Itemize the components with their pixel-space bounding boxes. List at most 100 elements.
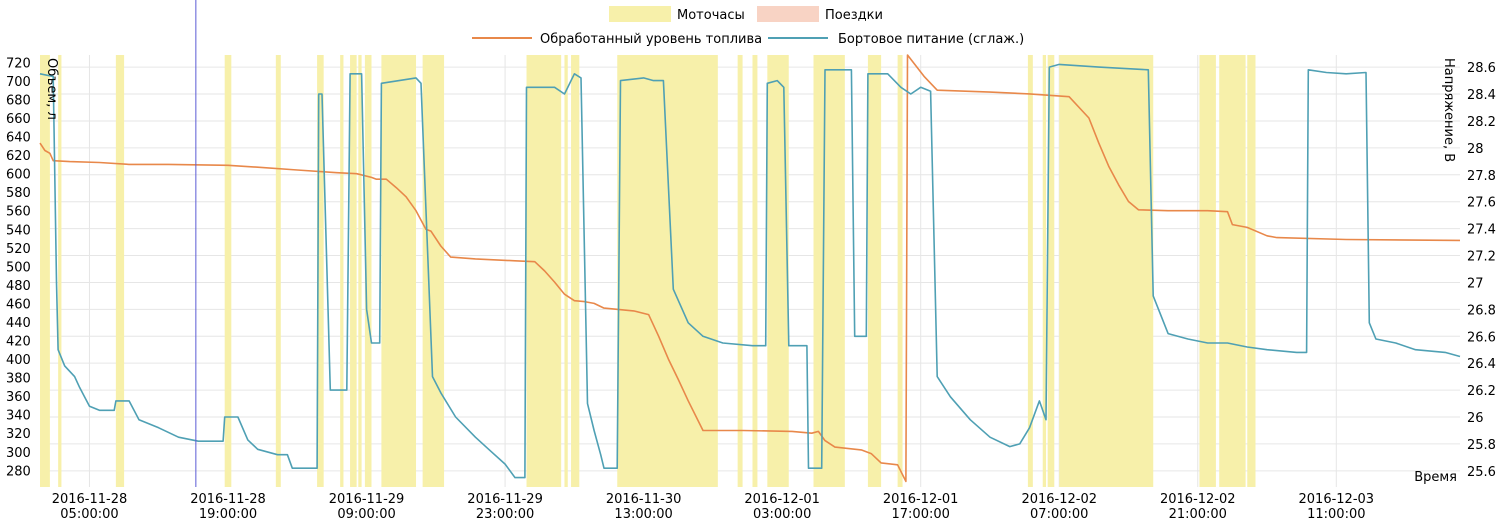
y-right-tick-label: 26.6 <box>1467 330 1496 345</box>
engine-hours-band <box>617 55 718 487</box>
engine-hours-band <box>358 55 362 487</box>
x-tick-date: 2016-11-29 <box>467 492 543 507</box>
engine-hours-band <box>275 55 281 487</box>
legend-swatch <box>609 6 671 22</box>
y-left-tick-label: 380 <box>6 372 31 387</box>
y-right-tick-label: 27.8 <box>1467 169 1496 184</box>
series-line-fuel-level <box>39 54 1461 483</box>
engine-hours-band <box>317 55 324 487</box>
y-left-tick-label: 640 <box>6 131 31 146</box>
x-tick-date: 2016-12-02 <box>1021 492 1097 507</box>
y-left-tick-label: 560 <box>6 205 31 220</box>
engine-hours-band <box>58 55 62 487</box>
engine-hours-band <box>1027 55 1033 487</box>
y-left-tick-label: 680 <box>6 93 31 108</box>
legend-label: Моточасы <box>677 8 745 23</box>
legend-item[interactable]: Поездки <box>757 6 883 23</box>
engine-hours-band <box>115 55 125 487</box>
y-left-tick-label: 520 <box>6 242 31 257</box>
y-left-tick-label: 460 <box>6 297 31 312</box>
y-right-tick-label: 27.6 <box>1467 196 1496 211</box>
x-tick-time: 07:00:00 <box>1030 507 1088 522</box>
x-tick-time: 11:00:00 <box>1307 507 1365 522</box>
axes: 25.6 25.8 26 26.2 26.4 26.6 26.8 27 27.2 27.4 27.6… <box>6 56 1496 522</box>
y-left-tick-label: 360 <box>6 390 31 405</box>
x-tick-date: 2016-12-01 <box>883 492 959 507</box>
engine-hours-band <box>422 55 445 487</box>
y-right-tick-label: 28.6 <box>1467 61 1496 76</box>
x-tick-time: 17:00:00 <box>892 507 950 522</box>
engine-hours-band <box>564 55 568 487</box>
y-left-tick-label: 400 <box>6 353 31 368</box>
y-left-tick-label: 580 <box>6 186 31 201</box>
engine-hours-band <box>1219 55 1246 487</box>
y-right-tick-label: 26.2 <box>1467 384 1496 399</box>
y-right-tick-label: 26 <box>1467 411 1484 426</box>
y-right-tick-label: 25.8 <box>1467 438 1496 453</box>
y-right-tick-label: 25.6 <box>1467 465 1496 480</box>
engine-hours-band <box>836 55 842 487</box>
legend-label: Обработанный уровень топлива <box>540 32 762 47</box>
x-tick-time: 09:00:00 <box>337 507 395 522</box>
legend-item[interactable]: Обработанный уровень топлива <box>472 32 762 47</box>
y-left-axis-title: Объем, л <box>44 58 59 120</box>
legend-label: Бортовое питание (сглаж.) <box>838 32 1024 47</box>
engine-hours-band <box>1199 55 1216 487</box>
y-left-tick-label: 320 <box>6 427 31 442</box>
x-tick-time: 21:00:00 <box>1169 507 1227 522</box>
y-left-tick-label: 500 <box>6 260 31 275</box>
y-left-tick-label: 280 <box>6 464 31 479</box>
y-left-tick-label: 340 <box>6 409 31 424</box>
engine-hours-band <box>1047 55 1055 487</box>
x-tick-time: 03:00:00 <box>753 507 811 522</box>
x-tick-time: 05:00:00 <box>60 507 118 522</box>
y-left-tick-label: 720 <box>6 56 31 71</box>
engine-hours-band <box>1247 55 1256 487</box>
engine-hours-band <box>867 55 882 487</box>
y-left-tick-label: 300 <box>6 446 31 461</box>
engine-hours-band <box>340 55 344 487</box>
y-right-tick-label: 28.2 <box>1467 115 1496 130</box>
y-right-tick-label: 27 <box>1467 276 1484 291</box>
y-right-tick-label: 26.8 <box>1467 303 1496 318</box>
x-tick-date: 2016-12-03 <box>1299 492 1375 507</box>
engine-hours-band <box>381 55 417 487</box>
engine-hours-bands <box>40 55 1256 487</box>
x-tick-date: 2016-11-30 <box>606 492 682 507</box>
x-tick-date: 2016-12-01 <box>744 492 820 507</box>
legend-label: Поездки <box>825 8 883 23</box>
y-right-tick-label: 28 <box>1467 142 1484 157</box>
legend-swatch <box>757 6 819 22</box>
x-tick-time: 19:00:00 <box>199 507 257 522</box>
grid <box>40 55 1460 487</box>
y-left-tick-label: 620 <box>6 149 31 164</box>
y-right-tick-label: 27.4 <box>1467 223 1496 238</box>
legend-item[interactable]: Моточасы <box>609 6 745 23</box>
engine-hours-band <box>1059 55 1154 487</box>
y-right-axis-title: Напряжение, В <box>1441 58 1456 162</box>
y-left-tick-label: 660 <box>6 112 31 127</box>
x-tick-date: 2016-11-28 <box>52 492 128 507</box>
y-right-tick-label: 27.2 <box>1467 250 1496 265</box>
engine-hours-band <box>364 55 372 487</box>
engine-hours-band <box>40 55 50 487</box>
x-tick-date: 2016-11-28 <box>190 492 266 507</box>
engine-hours-band <box>1042 55 1047 487</box>
x-tick-time: 23:00:00 <box>476 507 534 522</box>
x-tick-date: 2016-12-02 <box>1160 492 1236 507</box>
x-tick-time: 13:00:00 <box>614 507 672 522</box>
engine-hours-band <box>350 55 357 487</box>
series-layer <box>39 54 1461 483</box>
engine-hours-band <box>224 55 232 487</box>
y-right-tick-label: 28.4 <box>1467 88 1496 103</box>
engine-hours-band <box>767 55 789 487</box>
y-left-tick-label: 440 <box>6 316 31 331</box>
y-left-tick-label: 700 <box>6 75 31 90</box>
y-left-tick-label: 540 <box>6 223 31 238</box>
x-tick-date: 2016-11-29 <box>329 492 405 507</box>
engine-hours-band <box>571 55 580 487</box>
legend-item[interactable]: Бортовое питание (сглаж.) <box>768 32 1024 47</box>
engine-hours-band <box>897 55 903 487</box>
